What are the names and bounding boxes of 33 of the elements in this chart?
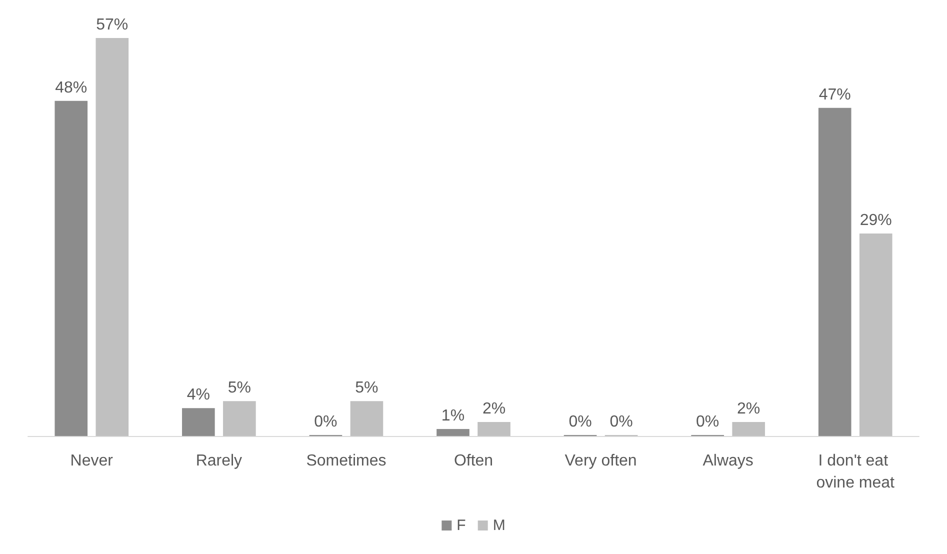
bar [96, 38, 129, 436]
bar [436, 429, 470, 436]
x-tick-label: Always [702, 452, 754, 470]
data-label: 1% [441, 408, 465, 425]
data-label: 0% [696, 414, 720, 430]
data-label: 48% [55, 79, 88, 96]
data-label: 5% [228, 380, 251, 397]
bar [818, 108, 852, 436]
x-tick-label: I don't eat ovine meat [816, 452, 896, 492]
data-label: 57% [96, 16, 128, 34]
bar [732, 422, 765, 436]
x-tick-label: Often [454, 452, 494, 470]
data-label: 47% [818, 86, 851, 104]
x-tick-label: Never [70, 452, 114, 470]
bar [478, 422, 510, 436]
data-label: 2% [482, 400, 506, 418]
data-label: 2% [737, 400, 760, 418]
bar [859, 234, 892, 436]
data-label: 0% [610, 414, 633, 430]
x-tick-label: Sometimes [306, 452, 386, 470]
bar [350, 401, 384, 436]
data-label: 29% [860, 212, 892, 230]
bar [223, 401, 256, 436]
legend-label: F [456, 517, 466, 534]
x-tick-label: Rarely [196, 452, 242, 470]
data-label: 0% [568, 414, 592, 430]
data-label: 4% [186, 386, 210, 404]
data-label: 0% [314, 414, 338, 430]
bar [54, 100, 88, 436]
legend-label: M [492, 517, 506, 534]
x-tick-label: Very often [564, 452, 637, 470]
data-label: 5% [355, 380, 378, 397]
bar [182, 408, 215, 436]
